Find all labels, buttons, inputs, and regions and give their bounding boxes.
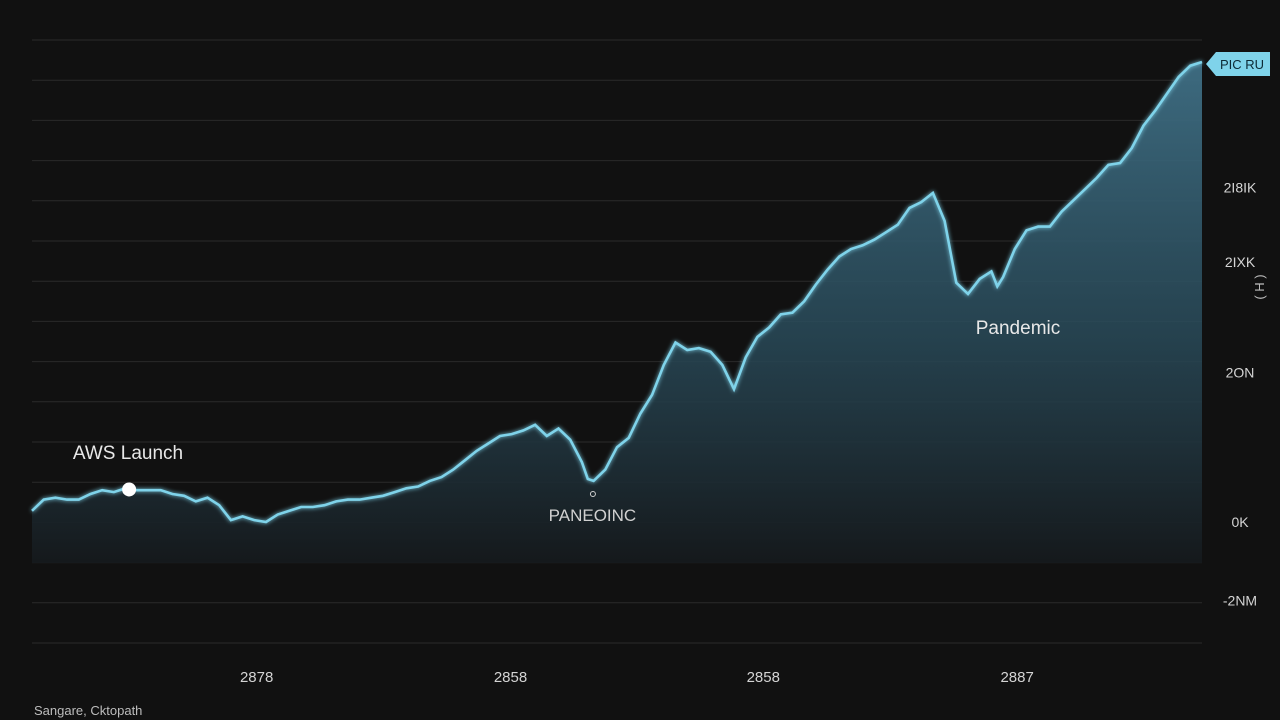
y-tick-label: -2NM	[1223, 593, 1257, 609]
annotations: AWS Launch PANEOINC Pandemic	[73, 318, 1060, 525]
y-tick-label: 2IXK	[1225, 254, 1256, 270]
annotation-label: PANEOINC	[549, 506, 637, 525]
annotation-label: Pandemic	[976, 318, 1061, 339]
y-tick-label: 2ON	[1226, 364, 1255, 380]
end-value-badge: PIC RU	[1206, 52, 1270, 76]
x-tick-label: 2858	[494, 669, 527, 686]
end-value-badge-shape	[1206, 52, 1270, 76]
x-tick-label: 2887	[1000, 669, 1033, 686]
y-axis-ticks: 2I8IK 2IXK 2ON 0K -2NM	[1223, 179, 1257, 608]
annotation-label: AWS Launch	[73, 443, 183, 464]
source-note: Sangare, Cktopath	[34, 703, 143, 718]
series-line	[31, 60, 1203, 524]
x-tick-label: 2878	[240, 669, 273, 686]
annotation-marker	[122, 482, 137, 497]
series-area	[32, 62, 1202, 564]
side-axis-label: ( H )	[1252, 274, 1267, 299]
x-axis-ticks: 2878 2858 2858 2887	[240, 669, 1034, 686]
y-tick-label: 0K	[1231, 514, 1249, 530]
annotation-marker	[589, 491, 596, 497]
y-tick-label: 2I8IK	[1224, 179, 1257, 195]
x-tick-label: 2858	[747, 669, 780, 686]
end-value-label: PIC RU	[1220, 57, 1264, 72]
